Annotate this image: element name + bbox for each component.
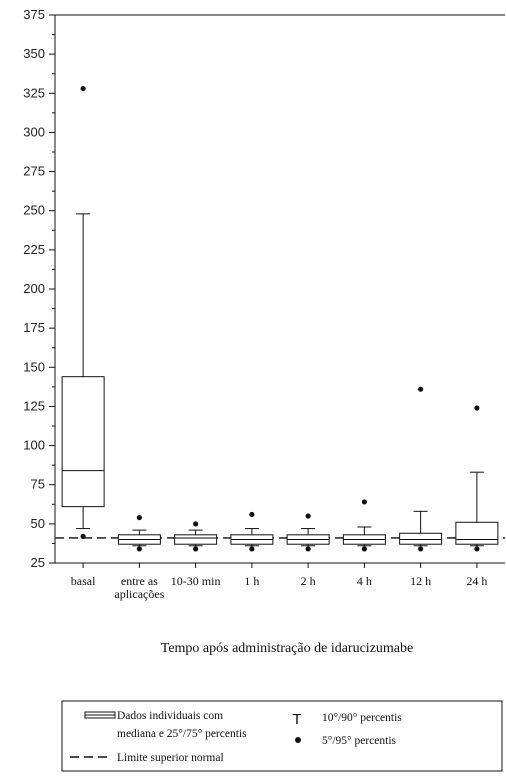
- legend: Dados individuais com mediana e 25°/75° …: [61, 700, 503, 772]
- p95-dot: [361, 499, 367, 505]
- legend-dot-label: 5°/95° percentis: [322, 735, 397, 747]
- legend-frame: [61, 700, 503, 772]
- iqr-box: [399, 532, 443, 545]
- y-tick-label: 250: [23, 203, 45, 218]
- box-6: [399, 386, 443, 552]
- y-tick-label: 100: [23, 438, 45, 453]
- box-1: [117, 514, 161, 552]
- x-tick-label: aplicações: [114, 587, 164, 601]
- p95-dot: [474, 405, 480, 411]
- y-tick-label: 125: [23, 398, 45, 413]
- x-tick-label: 24 h: [466, 574, 487, 588]
- legend-box-label-line2: mediana e 25°/75° percentis: [117, 728, 247, 740]
- p5-dot: [361, 546, 367, 552]
- p5-dot: [305, 546, 311, 552]
- p5-dot: [474, 546, 480, 552]
- box-4: [286, 513, 330, 552]
- box-5: [342, 499, 386, 552]
- box-7: [455, 405, 499, 552]
- p95-dot: [193, 521, 199, 527]
- y-tick-label: 25: [31, 555, 45, 570]
- p95-dot: [136, 514, 142, 521]
- box-0: [61, 85, 105, 539]
- legend-dashed-label: Limite superior normal: [117, 752, 224, 764]
- x-tick-label: entre as: [121, 574, 158, 588]
- y-tick-label: 50: [31, 516, 45, 531]
- p5-dot: [249, 546, 255, 552]
- x-tick-label: 2 h: [301, 574, 316, 588]
- legend-dot-symbol: [295, 737, 301, 743]
- iqr-box: [61, 376, 105, 508]
- iqr-box: [174, 534, 218, 545]
- y-tick-label: 75: [31, 477, 45, 492]
- y-tick-label: 325: [23, 85, 45, 100]
- box-3: [230, 511, 274, 552]
- x-tick-label: 12 h: [410, 574, 431, 588]
- y-tick-label: 225: [23, 242, 45, 257]
- y-tick-label: 175: [23, 320, 45, 335]
- p95-dot: [249, 511, 255, 518]
- legend-whisker-label: 10°/90° percentis: [322, 712, 402, 724]
- x-tick-label: 1 h: [244, 574, 259, 588]
- p5-dot: [80, 533, 86, 539]
- box-2: [174, 521, 218, 552]
- chart-axes: 25 50 75 100 125 150 175 200 225 250 275 300 325 350 3…: [23, 7, 505, 601]
- p5-dot: [418, 546, 424, 552]
- y-tick-label: 300: [23, 124, 45, 139]
- x-tick-label: 4 h: [357, 574, 372, 588]
- p5-dot: [136, 546, 142, 552]
- y-tick-label: 350: [23, 46, 45, 61]
- p95-dot: [418, 386, 424, 392]
- y-tick-label: 150: [23, 359, 45, 374]
- chart-marks: [55, 85, 505, 552]
- x-tick-label: 10-30 min: [171, 574, 221, 588]
- iqr-box: [455, 521, 499, 545]
- y-tick-label: 275: [23, 164, 45, 179]
- legend-box-label-line1: Dados individuais com: [117, 710, 223, 722]
- legend-whisker-symbol: T: [292, 711, 301, 728]
- x-tick-label: basal: [71, 574, 96, 588]
- p95-dot: [305, 513, 311, 519]
- y-tick-label: 375: [23, 7, 45, 22]
- x-axis-label: Tempo após administração de idarucizumab…: [161, 641, 413, 656]
- p95-dot: [80, 85, 86, 92]
- p5-dot: [193, 546, 199, 552]
- y-tick-label: 200: [23, 281, 45, 296]
